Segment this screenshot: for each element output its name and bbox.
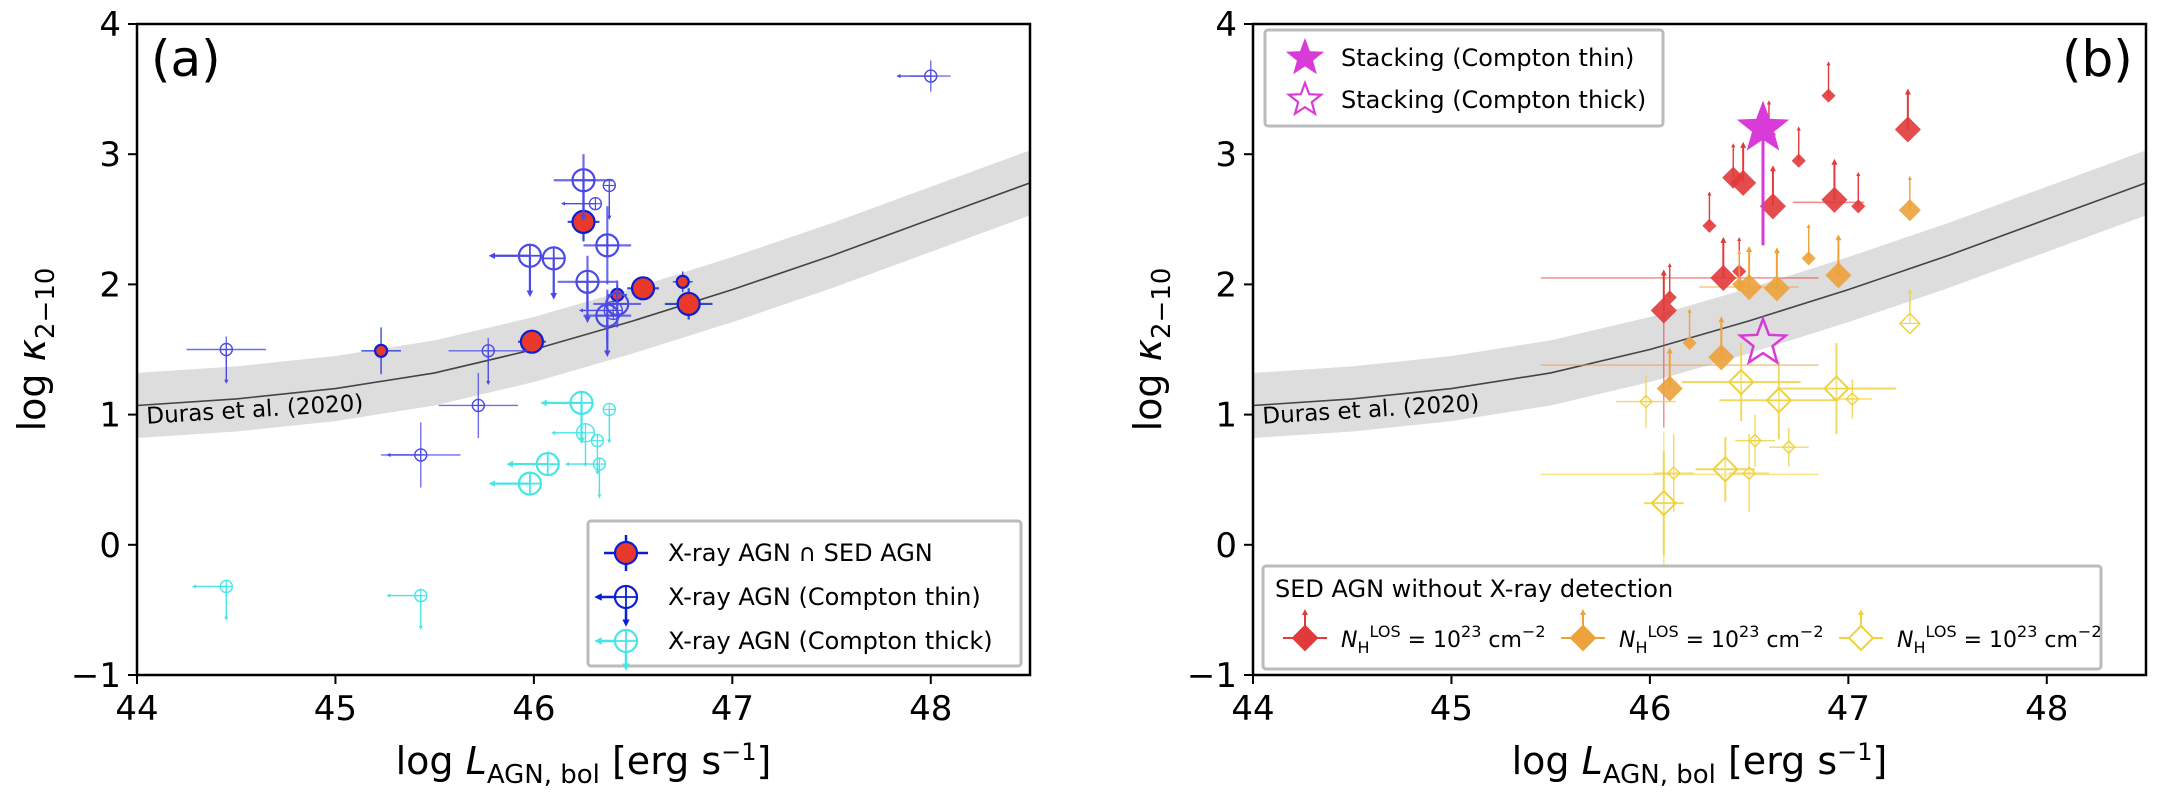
data-point [630,276,656,301]
data-point [1898,199,1921,222]
data-point [1710,264,1737,291]
data-point [1702,218,1717,233]
x-tick-label: 47 [1827,689,1870,729]
data-point [1708,344,1735,371]
legend-marker [1291,624,1319,652]
legend-title: SED AGN without X-ray detection [1275,575,1673,603]
legend-stacking: Stacking (Compton thin) Stacking (Compton… [1263,28,1665,128]
y-tick-label: −1 [1187,656,1237,696]
data-point [1662,290,1677,305]
x-tick-label: 48 [2025,689,2068,729]
data-point [1763,275,1790,302]
legend-label: X-ray AGN (Compton thick) [668,627,993,655]
y-axis-label: log κ2−10 [10,268,61,432]
x-tick-label: 45 [314,689,357,729]
legend-label: NHLOS = 1023 cm−2 [1619,622,1824,657]
panel-a: Duras et al. (2020)44 45 46 47 48−101234log … [10,5,1032,790]
data-point [1801,251,1816,266]
y-tick-label: 3 [1215,135,1237,175]
data-point [1821,88,1836,103]
data-point [1825,262,1852,289]
data-point [675,274,690,289]
y-tick-label: −1 [71,656,121,696]
relation-band [1253,150,2146,439]
panel-label: (a) [151,30,221,88]
x-tick-label: 47 [711,689,754,729]
legend-label: X-ray AGN ∩ SED AGN [668,539,933,567]
series-2 [1616,289,1921,556]
legend-marker [1285,37,1325,75]
data-point [676,291,701,317]
y-tick-label: 1 [1215,396,1237,436]
legend-marker [1847,624,1875,652]
y-tick-label: 0 [1215,526,1237,566]
data-point [1722,166,1745,189]
legend-box [586,519,1023,668]
legend: X-ray AGN ∩ SED AGN X-ray AGN (Compton th… [586,519,1023,671]
data-point [1682,335,1697,351]
relation-line [1252,182,2147,407]
x-axis-label: log LAGN, bol [erg s−1] [1512,738,1888,790]
y-axis-label: log κ2−10 [1126,268,1177,432]
legend-marker [613,540,639,566]
x-tick-label: 44 [1231,689,1274,729]
legend-label: Stacking (Compton thin) [1341,44,1634,72]
data-point [1851,199,1866,214]
data-point [373,343,389,358]
legend-label: Stacking (Compton thick) [1341,86,1646,114]
x-tick-label: 46 [512,689,555,729]
data-point [1732,277,1747,292]
legend-label: X-ray AGN (Compton thin) [668,583,981,611]
x-axis-label: log LAGN, bol [erg s−1] [396,738,772,790]
plot-frame [1251,22,2148,677]
series-1 [186,60,951,488]
panel-b: Duras et al. (2020)44 45 46 47 48−101234log … [1126,5,2148,790]
y-tick-label: 0 [99,526,121,566]
data-point [1650,297,1677,324]
data-point [1791,153,1806,168]
legend-sed-agn: SED AGN without X-ray detection NHLOS = 1… [1261,564,2103,671]
series-1 [1656,175,1921,402]
x-tick-label: 46 [1628,689,1671,729]
y-tick-label: 2 [1215,265,1237,305]
data-point [1656,375,1683,402]
plot-frame [135,22,1032,677]
legend-box [1263,28,1665,128]
y-tick-label: 3 [99,135,121,175]
x-tick-label: 44 [115,689,158,729]
relation-line [136,182,1031,407]
stacking-point [1736,100,1790,151]
data-point [519,329,545,354]
series-0 [361,202,713,375]
legend-label: NHLOS = 1023 cm−2 [1341,622,1546,657]
panel-label: (b) [2062,30,2133,88]
stacking-point [1736,315,1790,366]
y-tick-label: 4 [99,5,121,45]
relation-band [137,150,1030,439]
legend-label: NHLOS = 1023 cm−2 [1897,622,2102,657]
x-tick-label: 45 [1430,689,1473,729]
data-point [1821,186,1848,213]
data-point [1894,116,1921,143]
data-point [1759,193,1786,220]
y-tick-label: 4 [1215,5,1237,45]
legend-box [1261,564,2103,671]
y-tick-label: 1 [99,396,121,436]
x-tick-label: 48 [909,689,952,729]
legend-marker [1569,624,1597,652]
series-2 [191,390,616,630]
y-tick-label: 2 [99,265,121,305]
legend-marker [1285,79,1325,117]
